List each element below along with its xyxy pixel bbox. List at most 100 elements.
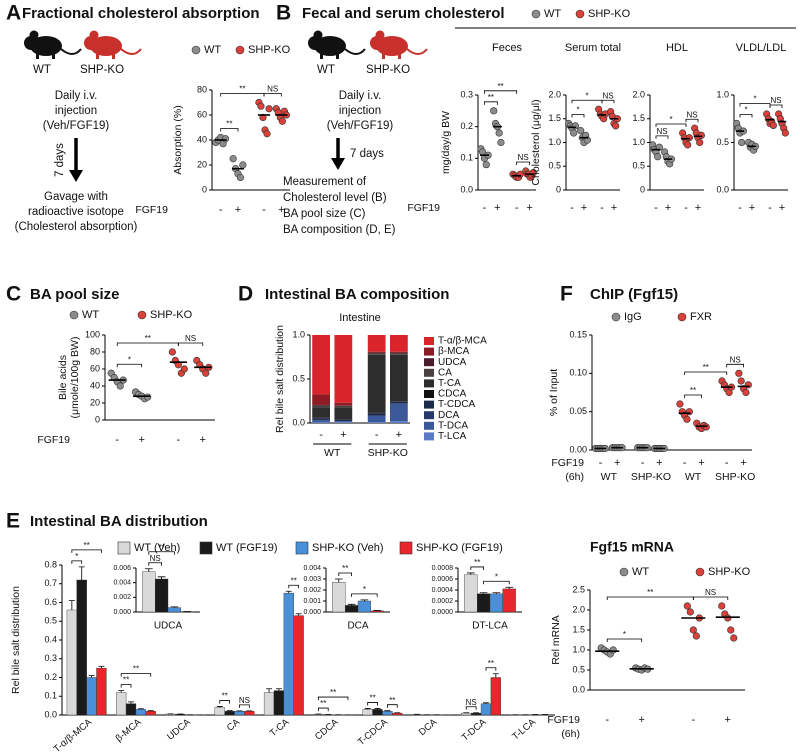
error-bar <box>118 690 125 693</box>
y-tick-label: 1.5 <box>632 113 645 123</box>
y-tick-label: 80 <box>197 84 207 94</box>
significance-label: * <box>623 630 626 639</box>
bar <box>502 588 516 613</box>
bar <box>145 711 156 716</box>
group-label: WT <box>685 471 702 483</box>
row-label: FGF19 <box>547 714 580 726</box>
y-axis-label: Rel mRNA <box>550 615 562 665</box>
data-point <box>683 602 691 610</box>
y-tick-label: 1.0 <box>716 89 729 99</box>
x-tick-label: T-DCA <box>460 716 489 743</box>
data-point <box>490 107 498 115</box>
significance-bracket <box>148 562 162 566</box>
row-label: FGF19 <box>37 434 70 446</box>
diagram-text: 7 days <box>54 143 66 177</box>
significance-label: NS <box>150 554 161 563</box>
y-tick-label: 40 <box>90 380 100 390</box>
row-label: FGF19 <box>551 457 584 469</box>
legend-label: T-CA <box>438 378 461 389</box>
bar-segment <box>312 394 330 405</box>
legend-marker <box>677 312 687 322</box>
x-tick-label: - <box>691 714 695 726</box>
data-point <box>577 127 585 135</box>
legend-label: SHP-KO (FGF19) <box>416 542 503 554</box>
bar-segment <box>390 354 408 402</box>
x-tick-label: + <box>638 714 644 726</box>
data-point <box>221 135 230 143</box>
significance-bracket <box>483 580 510 585</box>
arrow-head <box>69 170 83 182</box>
data-point <box>685 134 693 142</box>
error-bar <box>384 710 391 712</box>
significance-bracket <box>684 394 702 398</box>
error-bar <box>216 706 223 708</box>
y-tick-label: 2.0 <box>572 604 585 614</box>
diagram-text: (Veh/FGF19) <box>43 120 110 132</box>
bar <box>461 712 472 716</box>
significance-label: NS <box>770 96 781 105</box>
y-tick-label: 0.0004 <box>432 587 454 594</box>
x-tick-label: + <box>494 202 500 214</box>
x-tick-label: - <box>600 202 604 214</box>
bar-segment <box>312 420 330 423</box>
error-bar <box>364 708 371 710</box>
significance-label: NS <box>466 698 477 707</box>
data-point <box>236 173 245 182</box>
data-point <box>769 121 777 129</box>
row-label: FGF19 <box>135 204 168 216</box>
significance-bracket <box>116 342 179 346</box>
bar-segment <box>390 403 408 422</box>
bar-segment <box>334 402 353 406</box>
x-tick-label: + <box>581 202 587 214</box>
bar <box>167 607 182 613</box>
chart-title: Fgf15 mRNA <box>590 539 674 555</box>
bar <box>154 578 169 613</box>
x-tick-label: + <box>698 457 704 469</box>
bar <box>362 709 373 716</box>
y-axis-label: Cholesterol (μg/μl) <box>530 99 542 185</box>
bar-segment <box>367 422 386 423</box>
x-tick-label: + <box>665 202 671 214</box>
x-tick-label: - <box>654 202 658 214</box>
diagram-text: SHP-KO <box>80 64 124 76</box>
y-tick-label: 0 <box>202 184 207 194</box>
error-bar <box>78 566 85 580</box>
bar <box>244 711 255 716</box>
significance-label: * <box>753 95 756 104</box>
data-point <box>686 608 694 616</box>
data-point <box>727 626 735 634</box>
diagram-text: BA composition (D, E) <box>283 224 396 236</box>
significance-label: ** <box>342 564 348 573</box>
y-tick-label: 0.0008 <box>432 565 454 572</box>
bar <box>382 711 393 716</box>
chart-title: Fractional cholesterol absorption <box>22 5 260 22</box>
bar <box>263 692 275 716</box>
legend-marker <box>695 567 705 577</box>
bar <box>490 677 501 716</box>
y-tick-label: 0.3 <box>44 653 57 663</box>
group-label: WT <box>324 447 341 459</box>
error-bar <box>98 665 105 669</box>
bar <box>273 690 285 716</box>
bar <box>345 605 359 613</box>
bar-segment <box>334 421 353 423</box>
significance-bracket <box>386 704 398 708</box>
y-tick-label: 0.8 <box>44 559 57 569</box>
significance-bracket <box>71 549 102 553</box>
bar <box>283 592 294 716</box>
y-tick-label: 0.000 <box>303 609 321 616</box>
y-tick-label: 0.10 <box>569 368 587 378</box>
legend-marker <box>575 9 585 19</box>
diagram-text: WT <box>317 64 335 76</box>
x-tick-label: - <box>605 714 609 726</box>
y-tick-label: 20 <box>90 397 100 407</box>
panel-title: Fecal and serum cholesterol <box>302 5 505 22</box>
bar <box>125 703 137 716</box>
x-tick-label: - <box>115 434 119 446</box>
y-tick-label: 0.1 <box>460 153 473 163</box>
significance-label: ** <box>488 659 494 668</box>
y-tick-label: 1.0 <box>292 329 305 339</box>
x-tick-label: CA <box>225 716 243 733</box>
data-point <box>718 602 726 610</box>
y-tick-label: 0.5 <box>292 373 305 383</box>
